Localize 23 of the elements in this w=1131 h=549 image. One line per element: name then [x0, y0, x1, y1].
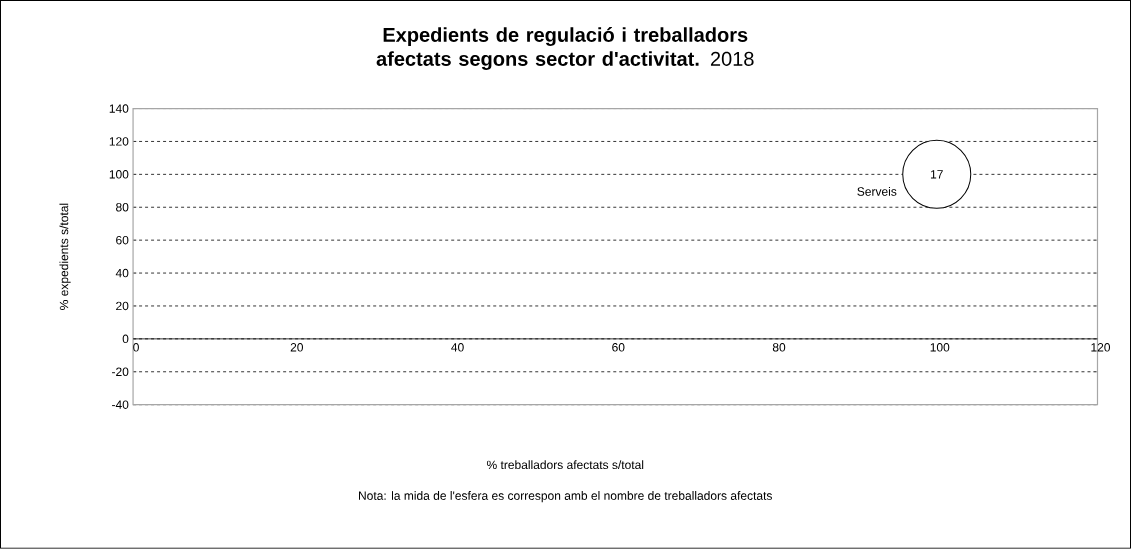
- y-tick-label: 80: [116, 203, 129, 212]
- y-tick-label: 0: [122, 334, 129, 344]
- x-tick-label: 80: [772, 343, 786, 352]
- x-tick-label: 120: [1091, 343, 1111, 352]
- text: Nota: la mida de l'esfera es correspon amb el nombre de treballadors afectats: [359, 491, 772, 503]
- x-tick-label: 20: [290, 343, 304, 352]
- x-tick-label: 40: [451, 343, 464, 352]
- y-tick-label: -40: [112, 400, 129, 410]
- y-tick-label: 100: [109, 170, 129, 179]
- x-axis-title: % treballadors afectats s/total: [486, 460, 644, 470]
- series-label: Serveis: [857, 187, 897, 196]
- y-tick-label: 40: [115, 268, 129, 278]
- annotation: 17: [930, 170, 943, 179]
- y-tick-label: -20: [112, 367, 129, 377]
- y-tick-label: 120: [109, 137, 129, 146]
- x-tick-label: 0: [133, 343, 139, 352]
- x-tick-label: 60: [612, 343, 625, 352]
- y-tick-label: 60: [116, 236, 129, 245]
- x-tick-label: 100: [930, 343, 950, 352]
- chart-title: Expedients de regulació i treballadors afectats segons sector d'activitat. 2018: [376, 27, 754, 71]
- y-axis-title: % expedients s/total: [59, 203, 71, 311]
- y-tick-label: 20: [116, 301, 129, 311]
- y-tick-label: 140: [109, 104, 129, 113]
